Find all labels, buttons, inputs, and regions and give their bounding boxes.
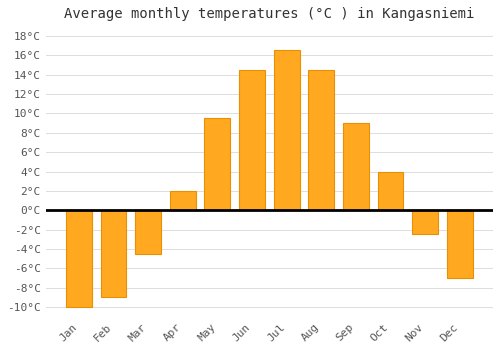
Bar: [378, 172, 404, 210]
Bar: [274, 50, 299, 210]
Bar: [308, 70, 334, 210]
Bar: [343, 123, 369, 210]
Bar: [412, 210, 438, 234]
Bar: [66, 210, 92, 307]
Bar: [204, 118, 231, 210]
Bar: [135, 210, 161, 254]
Bar: [239, 70, 265, 210]
Bar: [446, 210, 472, 278]
Bar: [170, 191, 196, 210]
Bar: [100, 210, 126, 298]
Title: Average monthly temperatures (°C ) in Kangasniemi: Average monthly temperatures (°C ) in Ka…: [64, 7, 474, 21]
